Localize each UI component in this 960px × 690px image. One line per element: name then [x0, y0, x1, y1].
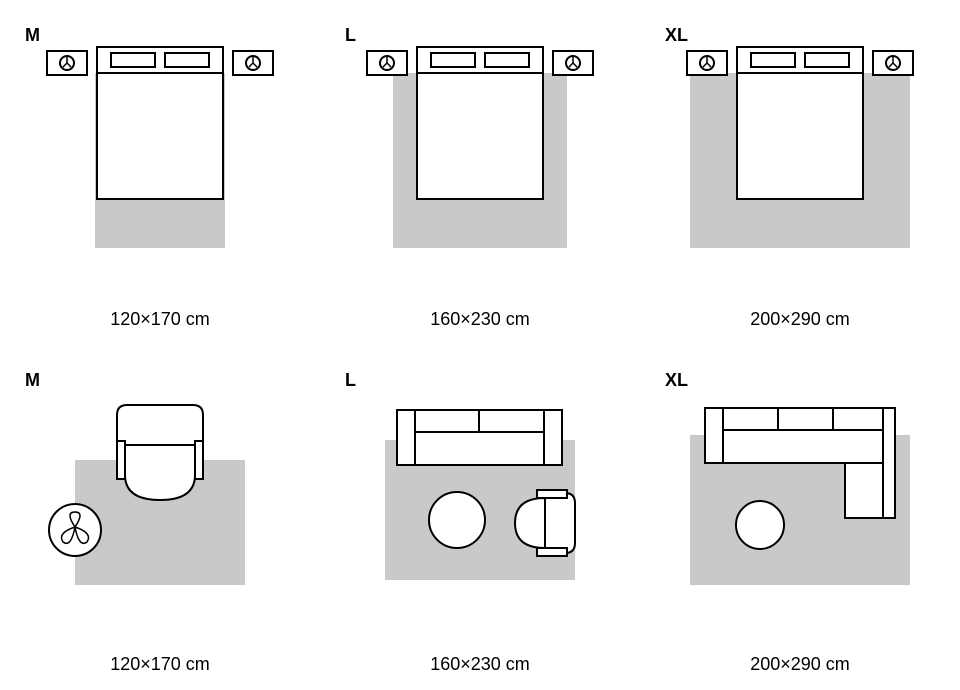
diagram-liv-xl	[665, 370, 935, 646]
caption: 120×170 cm	[25, 309, 295, 330]
caption: 200×290 cm	[665, 309, 935, 330]
rug-size-guide-grid: M	[0, 0, 960, 690]
cell-bed-l: L	[320, 0, 640, 345]
diagram-liv-m	[25, 370, 295, 646]
caption: 120×170 cm	[25, 654, 295, 675]
cell-liv-l: L	[320, 345, 640, 690]
diagram-liv-l	[345, 370, 615, 646]
caption: 160×230 cm	[345, 654, 615, 675]
cell-bed-m: M	[0, 0, 320, 345]
cell-bed-xl: XL	[640, 0, 960, 345]
caption: 160×230 cm	[345, 309, 615, 330]
diagram-bed-xl	[665, 25, 935, 301]
cell-liv-m: M	[0, 345, 320, 690]
diagram-bed-m	[25, 25, 295, 301]
diagram-bed-l	[345, 25, 615, 301]
caption: 200×290 cm	[665, 654, 935, 675]
cell-liv-xl: XL	[640, 345, 960, 690]
